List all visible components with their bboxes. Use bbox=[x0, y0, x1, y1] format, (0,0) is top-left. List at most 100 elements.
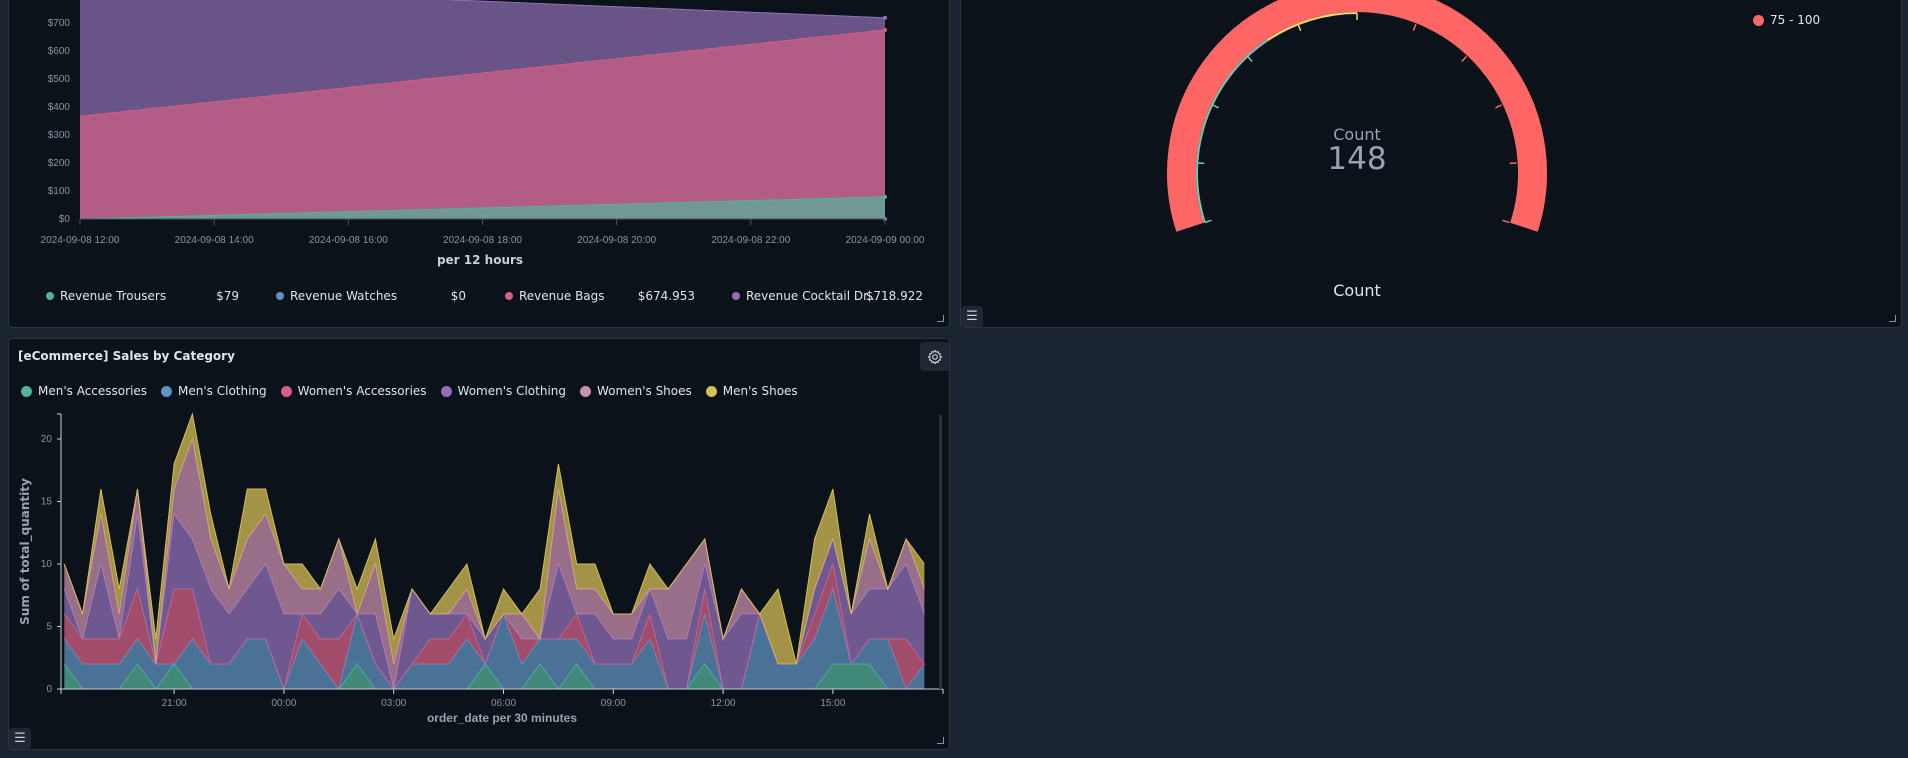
x-tick-label: 2024-09-08 12:00 bbox=[41, 235, 120, 246]
legend-dot-icon bbox=[440, 385, 452, 397]
revenue-chart: $0 $100 $200 $300 $400 $500 $600 $700 2024-09-08… bbox=[41, 0, 925, 246]
y-tick-label: $500 bbox=[48, 74, 71, 85]
legend-value: $674.953 bbox=[637, 289, 695, 303]
legend-item[interactable]: Men's Shoes bbox=[705, 384, 798, 398]
x-tick-label: 2024-09-08 16:00 bbox=[309, 235, 388, 246]
gauge-legend-label: 75 - 100 bbox=[1770, 13, 1821, 27]
data-point[interactable] bbox=[883, 28, 887, 33]
gauge-title: Count bbox=[1333, 281, 1381, 300]
panel-settings-button[interactable] bbox=[920, 342, 949, 371]
x-tick-label: 2024-09-08 14:00 bbox=[175, 235, 254, 246]
gear-icon bbox=[927, 349, 943, 364]
count-gauge bbox=[1167, 0, 1547, 232]
series-line bbox=[63, 412, 925, 665]
y-tick-label: 20 bbox=[41, 434, 53, 445]
legend-value: $0 bbox=[450, 289, 466, 303]
legend-item[interactable]: Revenue Cocktail Dr... bbox=[732, 289, 878, 303]
gauge-panel: Count 148 Count 75 - 100 ☰ bbox=[960, 0, 1902, 328]
x-tick-label: 09:00 bbox=[601, 698, 626, 709]
legend-label: Men's Accessories bbox=[38, 384, 148, 398]
legend-toggle-button[interactable]: ☰ bbox=[9, 728, 31, 749]
gauge-tick bbox=[1412, 23, 1417, 32]
panel-title: [eCommerce] Sales by Category bbox=[18, 349, 235, 363]
gauge-tick bbox=[1204, 219, 1212, 224]
gauge-arc bbox=[1167, 0, 1547, 232]
resize-handle[interactable] bbox=[937, 737, 944, 744]
y-tick-label: 10 bbox=[41, 559, 53, 570]
legend-dot-icon bbox=[1753, 14, 1764, 26]
legend-item[interactable]: Revenue Trousers bbox=[46, 289, 166, 303]
resize-handle[interactable] bbox=[937, 315, 944, 322]
legend-item[interactable]: Women's Clothing bbox=[440, 384, 567, 398]
area-series bbox=[64, 664, 925, 689]
gauge-tick bbox=[1502, 219, 1510, 224]
resize-handle[interactable] bbox=[1889, 315, 1896, 322]
legend-label: Men's Clothing bbox=[178, 384, 267, 398]
gauge-tick bbox=[1297, 23, 1302, 32]
y-tick-label: $0 bbox=[59, 214, 71, 225]
sales-by-category-panel: [eCommerce] Sales by Category Men's Acce… bbox=[8, 338, 950, 750]
legend-label: Revenue Watches bbox=[290, 289, 398, 303]
gauge-tick bbox=[1211, 104, 1219, 109]
legend-dot-icon bbox=[276, 292, 284, 300]
legend-label: Revenue Cocktail Dr... bbox=[746, 289, 879, 303]
y-tick-label: $700 bbox=[48, 18, 71, 29]
series-line bbox=[79, 29, 886, 117]
legend-dot-icon bbox=[280, 385, 292, 397]
y-tick-label: $600 bbox=[48, 46, 71, 57]
legend-dot-icon bbox=[21, 385, 32, 397]
y-tick-label: 0 bbox=[46, 684, 52, 695]
legend-value: $718.922 bbox=[865, 289, 923, 303]
y-tick-label: $400 bbox=[48, 102, 71, 113]
y-tick-label: $200 bbox=[48, 158, 71, 169]
gauge-tick bbox=[1246, 55, 1253, 62]
gauge-tick bbox=[1461, 55, 1468, 62]
sales-legend: Men's Accessories Men's Clothing Women's A… bbox=[21, 384, 812, 398]
gauge-legend-item[interactable]: 75 - 100 bbox=[1753, 13, 1820, 27]
chart-scrollbar[interactable] bbox=[939, 415, 942, 689]
y-tick-label: $100 bbox=[48, 186, 71, 197]
legend-value: $79 bbox=[216, 289, 239, 303]
legend-item[interactable]: Revenue Watches bbox=[276, 289, 397, 303]
legend-dot-icon bbox=[161, 385, 173, 397]
sales-chart: 0 5 10 15 20 21:00 00:00 03:00 06:00 09:00 12:00 15… bbox=[18, 412, 944, 725]
gauge-tick bbox=[1495, 104, 1503, 109]
legend-item[interactable]: Revenue Bags bbox=[505, 289, 605, 303]
legend-label: Women's Shoes bbox=[597, 384, 692, 398]
y-tick-label: $300 bbox=[48, 130, 71, 141]
y-axis-label: Sum of total_quantity bbox=[18, 478, 33, 625]
legend-item[interactable]: Men's Clothing bbox=[161, 384, 267, 398]
x-tick-label: 2024-09-08 20:00 bbox=[577, 235, 656, 246]
legend-label: Women's Clothing bbox=[457, 384, 567, 398]
x-tick-label: 21:00 bbox=[162, 698, 187, 709]
legend-item[interactable]: Women's Shoes bbox=[580, 384, 692, 398]
legend-dot-icon bbox=[732, 292, 740, 300]
data-point[interactable] bbox=[883, 15, 887, 20]
area-series bbox=[64, 514, 925, 689]
x-tick-label: 2024-09-08 22:00 bbox=[711, 235, 790, 246]
data-point[interactable] bbox=[883, 194, 887, 199]
gauge-band bbox=[1266, 12, 1358, 42]
legend-dot-icon bbox=[705, 385, 717, 397]
gauge-metric-label: Count bbox=[1333, 125, 1381, 144]
legend-label: Revenue Trousers bbox=[60, 289, 167, 303]
gauge-band bbox=[1196, 39, 1269, 223]
x-axis-label: order_date per 30 minutes bbox=[427, 711, 577, 725]
legend-dot-icon bbox=[580, 385, 592, 397]
x-tick-label: 2024-09-09 00:00 bbox=[846, 235, 925, 246]
x-tick-label: 03:00 bbox=[381, 698, 406, 709]
revenue-x-axis-label: per 12 hours bbox=[436, 253, 524, 267]
legend-toggle-button[interactable]: ☰ bbox=[961, 306, 983, 327]
series-line bbox=[441, 0, 886, 19]
x-tick-label: 00:00 bbox=[271, 698, 296, 709]
legend-label: Revenue Bags bbox=[519, 289, 605, 303]
x-tick-label: 12:00 bbox=[711, 698, 736, 709]
x-tick-label: 06:00 bbox=[491, 698, 516, 709]
legend-item[interactable]: Women's Accessories bbox=[280, 384, 427, 398]
y-tick-label: 15 bbox=[41, 497, 53, 508]
revenue-panel: $0 $100 $200 $300 $400 $500 $600 $700 2024-09-08… bbox=[8, 0, 950, 328]
series-line bbox=[79, 196, 886, 220]
legend-label: Women's Accessories bbox=[297, 384, 427, 398]
legend-item[interactable]: Men's Accessories bbox=[21, 384, 147, 398]
legend-label: Men's Shoes bbox=[722, 384, 798, 398]
